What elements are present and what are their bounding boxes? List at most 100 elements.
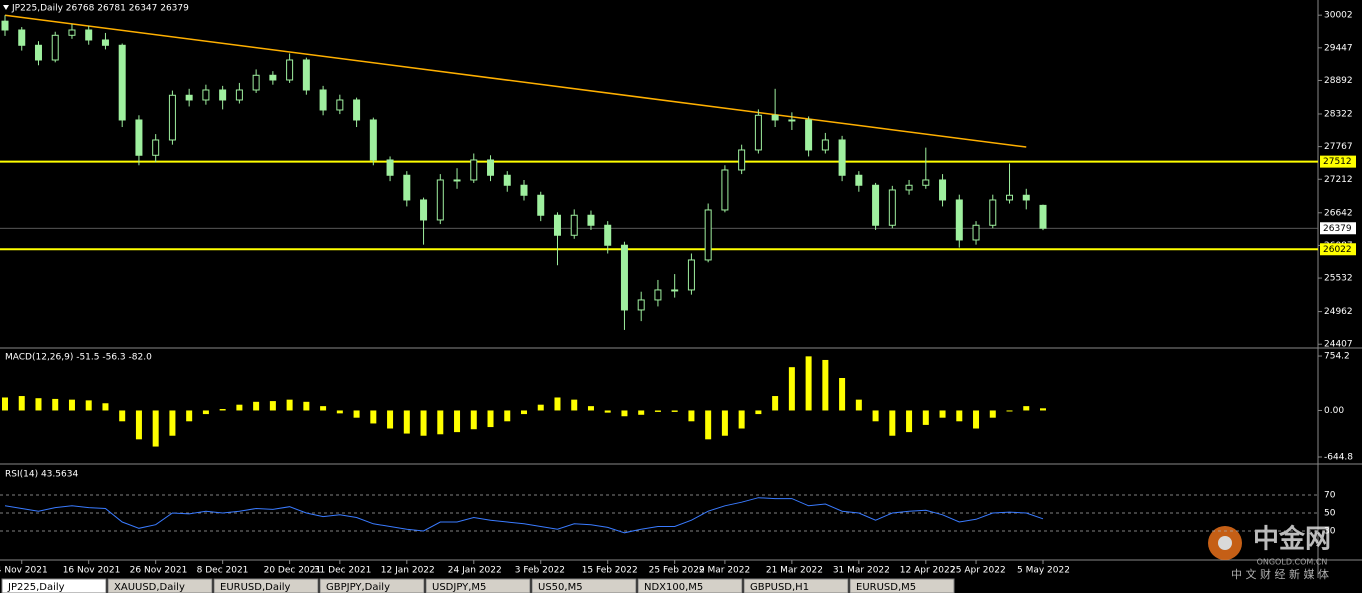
- candle-body: [453, 179, 461, 182]
- candle-body: [1022, 194, 1030, 201]
- candle-body: [1, 20, 9, 31]
- x-tick-label: 20 Dec 2021: [264, 566, 322, 576]
- y-tick-label: 24407: [1324, 340, 1353, 350]
- candle-body: [620, 244, 628, 311]
- candle-body: [1006, 194, 1014, 201]
- x-tick-label: 26 Nov 2021: [130, 566, 188, 576]
- macd-bar: [470, 410, 477, 430]
- macd-bar: [403, 410, 410, 434]
- candle-body: [85, 29, 93, 41]
- tab[interactable]: GBPUSD,H1: [743, 578, 849, 593]
- tab-label: US50,M5: [538, 582, 583, 593]
- macd-bar: [169, 410, 176, 436]
- tab-background: [319, 578, 425, 593]
- candle-body: [353, 99, 361, 121]
- candle-body: [369, 119, 377, 161]
- candle-body: [671, 289, 679, 292]
- y-tick-label: 50: [1324, 509, 1336, 519]
- candle-body: [436, 179, 444, 221]
- candle-body: [738, 149, 746, 171]
- tab[interactable]: XAUUSD,Daily: [107, 578, 213, 593]
- y-tick-label: 29447: [1324, 43, 1353, 53]
- candle-body: [905, 184, 913, 191]
- last-price-label: 26379: [1323, 224, 1352, 234]
- macd-bar: [1023, 406, 1030, 411]
- macd-bar: [68, 399, 75, 411]
- macd-title: MACD(12,26,9) -51.5 -56.3 -82.0: [5, 353, 152, 363]
- candle-body: [420, 199, 428, 221]
- macd-bar: [889, 410, 896, 436]
- macd-bar: [604, 410, 611, 413]
- candle-body: [838, 139, 846, 176]
- candle-body: [955, 199, 963, 241]
- tab[interactable]: JP225,Daily: [1, 578, 107, 593]
- macd-bar: [286, 399, 293, 411]
- tab-label: EURUSD,M5: [856, 582, 916, 593]
- candle-body: [219, 89, 227, 101]
- candle-body: [637, 299, 645, 311]
- candle-body: [570, 214, 578, 236]
- x-tick-label: 21 Mar 2022: [766, 566, 823, 576]
- macd-bar: [2, 397, 8, 411]
- tab[interactable]: EURUSD,Daily: [213, 578, 319, 593]
- macd-bar: [738, 410, 745, 429]
- x-tick-label: 31 Mar 2022: [833, 566, 890, 576]
- macd-bar: [772, 396, 779, 411]
- macd-bar: [621, 410, 628, 417]
- tab-background: [1, 578, 107, 593]
- macd-bar: [805, 356, 812, 411]
- macd-bar: [705, 410, 712, 440]
- candle-body: [771, 114, 779, 121]
- candle-body: [704, 209, 712, 261]
- tab[interactable]: GBPJPY,Daily: [319, 578, 425, 593]
- tab[interactable]: NDX100,M5: [637, 578, 743, 593]
- tab-label: XAUUSD,Daily: [114, 582, 185, 593]
- macd-bar: [587, 406, 594, 411]
- macd-bar: [370, 410, 377, 424]
- tab-label: GBPJPY,Daily: [326, 582, 390, 593]
- candle-body: [386, 159, 394, 176]
- chart-header: JP225,Daily 26768 26781 26347 26379: [11, 4, 189, 14]
- candle-body: [101, 39, 109, 46]
- macd-bar: [253, 401, 260, 411]
- macd-bar: [939, 410, 946, 418]
- x-tick-label: 5 May 2022: [1017, 566, 1070, 576]
- macd-bar: [102, 403, 109, 411]
- macd-bar: [186, 410, 193, 422]
- candle-body: [336, 99, 344, 111]
- tab[interactable]: US50,M5: [531, 578, 637, 593]
- y-tick-label: 24962: [1324, 307, 1353, 317]
- macd-bar: [1040, 408, 1046, 411]
- macd-bar: [504, 410, 511, 422]
- macd-bar: [788, 367, 795, 411]
- macd-bar: [336, 410, 343, 414]
- candle-body: [34, 44, 42, 61]
- candle-body: [520, 184, 528, 196]
- macd-bar: [85, 400, 92, 411]
- x-tick-label: 9 Mar 2022: [699, 566, 750, 576]
- macd-bar: [1006, 410, 1013, 412]
- tab-background: [637, 578, 743, 593]
- level-label-box: [1320, 155, 1356, 168]
- macd-bar: [956, 410, 963, 422]
- tab-background: [213, 578, 319, 593]
- menu-arrow[interactable]: [3, 5, 9, 10]
- candle-body: [821, 139, 829, 151]
- tab[interactable]: EURUSD,M5: [849, 578, 955, 593]
- macd-bar: [236, 404, 243, 411]
- level-label-box: [1320, 243, 1356, 256]
- watermark-logo-icon: [1218, 536, 1232, 550]
- candle-body: [537, 194, 545, 216]
- tab[interactable]: USDJPY,M5: [425, 578, 531, 593]
- tab-background: [531, 578, 637, 593]
- candle-body: [553, 214, 561, 236]
- tab-background: [425, 578, 531, 593]
- macd-bar: [922, 410, 929, 425]
- tab-background: [849, 578, 955, 593]
- macd-bar: [119, 410, 126, 422]
- x-tick-label: 3 Feb 2022: [515, 566, 565, 576]
- macd-bar: [671, 410, 678, 412]
- macd-bar: [855, 399, 862, 411]
